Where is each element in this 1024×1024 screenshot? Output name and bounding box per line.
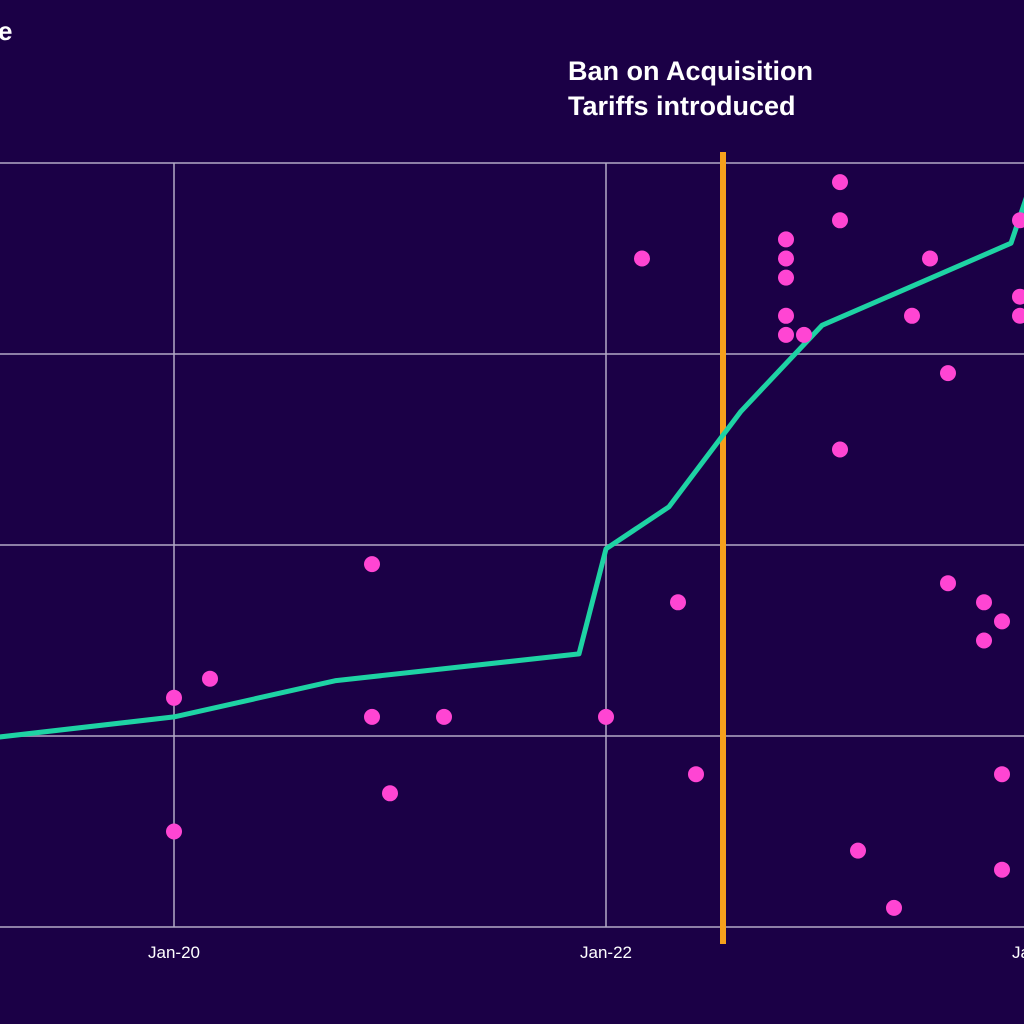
data-point-6 xyxy=(382,785,398,802)
data-point-13 xyxy=(778,250,794,267)
annotation-label-line2: Tariffs introduced xyxy=(568,91,796,121)
data-point-31 xyxy=(994,861,1010,878)
data-point-28 xyxy=(976,594,992,611)
data-point-34 xyxy=(1012,307,1024,324)
data-point-24 xyxy=(922,250,938,267)
data-point-2 xyxy=(166,823,182,840)
x-tick-label-2: Jan-24 xyxy=(1012,943,1024,962)
data-point-15 xyxy=(778,307,794,324)
trend-layer xyxy=(0,196,1024,740)
data-point-17 xyxy=(796,326,812,343)
trend-line xyxy=(0,196,1024,740)
data-point-4 xyxy=(364,708,380,725)
data-point-26 xyxy=(940,575,956,592)
data-point-16 xyxy=(778,326,794,343)
data-point-32 xyxy=(1012,212,1024,229)
data-point-22 xyxy=(886,899,902,916)
data-point-8 xyxy=(598,708,614,725)
point-layer xyxy=(166,174,1024,916)
data-point-1 xyxy=(166,689,182,706)
data-point-5 xyxy=(364,556,380,573)
x-tick-label-0: Jan-20 xyxy=(148,943,200,962)
data-point-19 xyxy=(832,212,848,229)
data-point-11 xyxy=(688,766,704,783)
data-point-21 xyxy=(850,842,866,859)
data-point-10 xyxy=(670,594,686,611)
data-point-7 xyxy=(436,708,452,725)
data-point-25 xyxy=(940,365,956,382)
data-point-29 xyxy=(994,613,1010,630)
data-point-14 xyxy=(778,269,794,286)
data-point-27 xyxy=(976,632,992,649)
grid-layer xyxy=(0,162,1024,928)
data-point-20 xyxy=(832,441,848,458)
data-point-9 xyxy=(634,250,650,267)
annotation-label-line1: Ban on Acquisition xyxy=(568,56,813,86)
tick-layer: Jan-20 Jan-22 Jan-24 xyxy=(148,943,1024,962)
data-point-30 xyxy=(994,766,1010,783)
data-point-12 xyxy=(778,231,794,248)
data-point-3 xyxy=(202,670,218,687)
data-point-33 xyxy=(1012,288,1024,305)
data-point-18 xyxy=(832,174,848,191)
data-point-23 xyxy=(904,307,920,324)
x-tick-label-1: Jan-22 xyxy=(580,943,632,962)
chart-title: e xyxy=(0,16,12,46)
